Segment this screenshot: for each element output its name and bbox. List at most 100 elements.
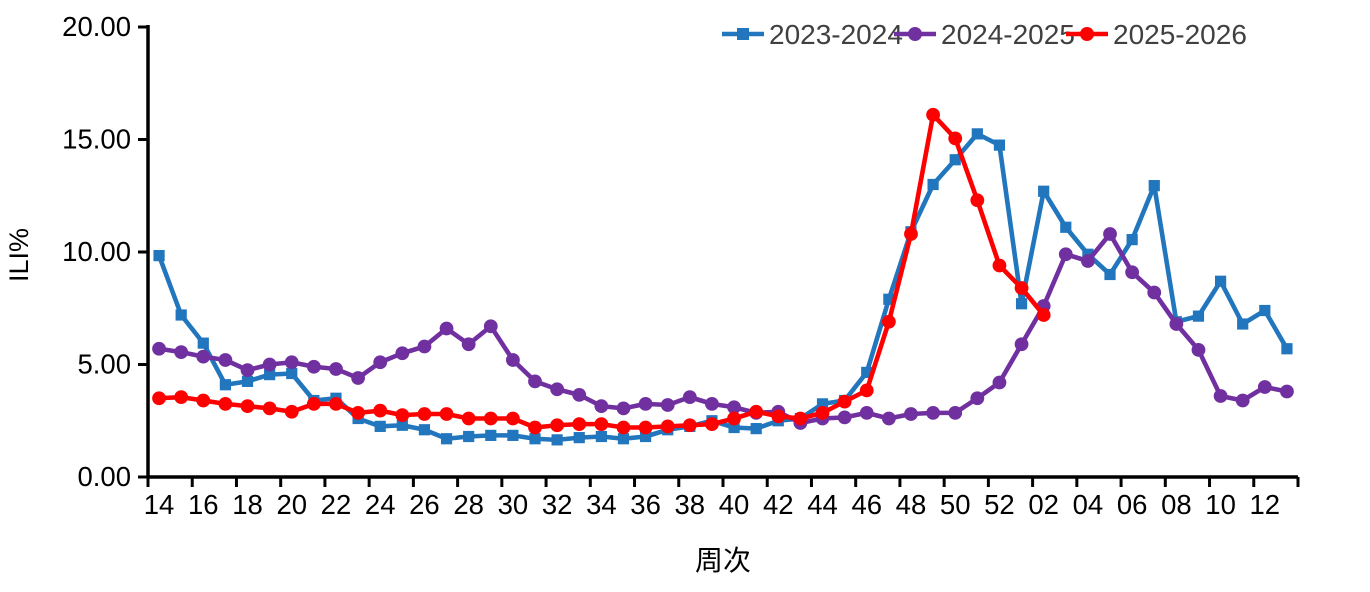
series-marker-2024-2025 [373,355,388,370]
series-marker-2025-2026 [749,404,764,419]
series-marker-2025-2026 [550,418,565,433]
series-marker-2025-2026 [638,420,653,435]
series-marker-2024-2025 [550,382,565,397]
series-marker-2025-2026 [572,417,587,432]
series-marker-2024-2025 [506,353,520,367]
series-marker-2024-2025 [638,396,653,411]
series-marker-2023-2024 [286,367,298,380]
series-marker-2023-2024 [418,424,431,436]
series-marker-2023-2024 [1104,268,1116,281]
x-tick-label: 10 [1205,489,1236,520]
series-marker-2025-2026 [306,396,321,411]
series-marker-2024-2025 [329,362,343,376]
series-marker-2023-2024 [861,366,873,378]
series-marker-2025-2026 [793,411,808,426]
series-marker-2024-2025 [306,359,321,374]
series-marker-2023-2024 [728,421,740,434]
x-tick-label: 34 [586,489,617,520]
series-marker-2024-2025 [948,405,963,420]
series-marker-2025-2026 [417,407,432,421]
series-marker-2023-2024 [241,375,254,387]
series-marker-2023-2024 [949,154,961,166]
series-marker-2025-2026 [461,411,476,426]
series-marker-2023-2024 [1038,185,1050,197]
series-marker-2024-2025 [992,375,1007,390]
series-marker-2024-2025 [218,353,233,367]
x-tick-label: 16 [188,489,219,520]
series-marker-2023-2024 [1281,343,1293,355]
series-marker-2025-2026 [196,393,211,408]
series-marker-2024-2025 [705,396,719,411]
x-tick-label: 22 [321,489,352,520]
series-marker-2023-2024 [1015,298,1028,310]
series-marker-2024-2025 [859,405,874,420]
series-marker-2025-2026 [948,131,963,146]
series-marker-2023-2024 [551,434,563,446]
series-marker-2025-2026 [837,394,852,409]
series-marker-2024-2025 [1147,285,1162,300]
series-marker-2025-2026 [815,405,830,420]
series-marker-2024-2025 [1235,393,1250,408]
series-marker-2025-2026 [218,396,233,411]
series-marker-2024-2025 [174,345,189,360]
series-marker-2025-2026 [329,396,343,411]
x-tick-label: 40 [719,489,750,520]
series-marker-2024-2025 [196,349,211,364]
series-marker-2023-2024 [485,429,497,441]
series-marker-2024-2025 [1213,389,1228,403]
series-marker-2024-2025 [461,337,476,352]
series-marker-2025-2026 [174,390,189,405]
series-marker-2024-2025 [1058,247,1073,262]
x-tick-label: 38 [675,489,706,520]
series-marker-2025-2026 [1036,308,1051,322]
series-marker-2025-2026 [483,411,498,426]
series-marker-2025-2026 [373,403,388,418]
series-marker-2025-2026 [682,418,697,433]
y-tick-label: 15.00 [62,124,131,155]
x-tick-label: 12 [1250,489,1281,520]
legend-label-2024-2025: 2024-2025 [941,19,1075,50]
series-marker-2024-2025 [1257,380,1272,394]
series-marker-2023-2024 [883,293,895,305]
series-marker-2024-2025 [837,410,852,425]
x-tick-label: 46 [851,489,882,520]
series-marker-2025-2026 [881,314,896,329]
x-tick-label: 14 [144,489,175,520]
series-marker-2024-2025 [881,411,896,426]
series-marker-2023-2024 [595,430,607,443]
series-marker-2023-2024 [1060,221,1072,233]
x-tick-label: 28 [453,489,484,520]
series-marker-2023-2024 [1259,304,1271,317]
legend-marker-2024-2025 [908,27,922,41]
series-marker-2025-2026 [660,419,675,434]
series-marker-2025-2026 [616,420,631,435]
x-tick-label: 18 [232,489,263,520]
series-marker-2024-2025 [594,399,609,414]
series-marker-2025-2026 [904,227,918,241]
series-marker-2025-2026 [1014,281,1029,295]
series-marker-2025-2026 [439,407,454,421]
x-tick-label: 36 [630,489,661,520]
series-marker-2024-2025 [904,407,918,421]
x-tick-label: 30 [498,489,529,520]
x-tick-label: 08 [1161,489,1192,520]
series-marker-2025-2026 [727,411,741,426]
series-marker-2024-2025 [528,374,542,389]
y-tick-label: 5.00 [77,349,131,380]
series-marker-2023-2024 [1148,180,1160,192]
series-marker-2023-2024 [264,369,276,381]
series-marker-2025-2026 [859,383,874,398]
series-marker-2024-2025 [1191,342,1206,357]
series-marker-2023-2024 [440,433,453,445]
series-marker-2023-2024 [1192,310,1205,322]
legend-marker-2023-2024 [737,28,749,40]
y-tick-label: 20.00 [62,11,131,42]
series-marker-2023-2024 [1237,318,1249,330]
series-marker-2024-2025 [1169,317,1184,331]
series-marker-2024-2025 [284,355,299,370]
series-marker-2023-2024 [573,432,585,444]
y-tick-label: 10.00 [62,236,131,267]
series-marker-2023-2024 [617,433,630,445]
series-marker-2024-2025 [727,400,741,415]
